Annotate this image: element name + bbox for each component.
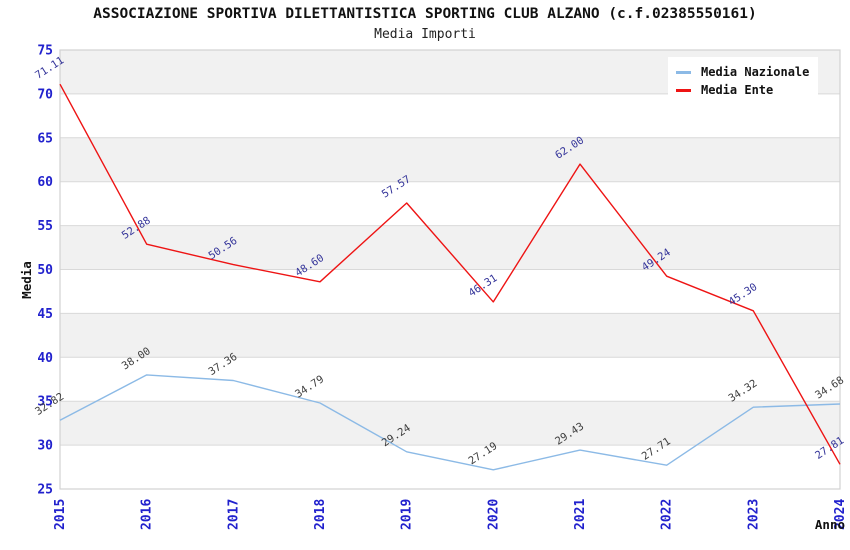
chart-title: ASSOCIAZIONE SPORTIVA DILETTANTISTICA SP… [93,6,757,22]
x-tick-label: 2024 [833,499,848,530]
legend-swatch-media-nazionale [676,70,691,74]
series-line-media-nazionale [59,374,841,471]
chart-subtitle: Media Importi [374,27,476,42]
y-tick-label: 40 [37,351,53,366]
x-tick-label: 2018 [313,499,328,530]
y-tick-label: 35 [37,395,53,410]
data-label-media-ente: 45.30 [726,281,759,308]
y-tick-label: 25 [37,483,53,498]
grid-band [60,137,840,182]
x-tick-label: 2016 [140,499,155,530]
x-tick-label: 2022 [660,499,675,530]
legend-swatch-media-ente [676,88,691,92]
legend: Media Nazionale Media Ente [668,57,818,106]
grid-band [60,401,840,446]
y-tick-label: 75 [37,44,53,59]
y-tick-label: 50 [37,263,53,278]
data-label-media-nazionale: 34.79 [293,373,326,400]
legend-label-media-nazionale: Media Nazionale [701,65,810,79]
x-tick-label: 2020 [486,499,501,530]
y-tick-label: 65 [37,131,53,146]
y-tick-label: 60 [37,175,53,190]
y-tick-label: 30 [37,439,53,454]
data-label-media-nazionale: 34.32 [726,377,759,404]
series-line-media-ente [59,83,841,465]
x-tick-label: 2019 [400,499,415,530]
grid-band [60,225,840,270]
y-tick-label: 55 [37,219,53,234]
data-label-media-nazionale: 34.68 [813,374,846,401]
y-tick-label: 70 [37,87,53,102]
y-axis-title: Media [19,261,34,299]
legend-item-media-nazionale: Media Nazionale [676,64,810,80]
x-tick-label: 2015 [53,499,68,530]
plot-frame [59,49,841,490]
x-tick-label: 2023 [746,499,761,530]
x-tick-label: 2017 [226,499,241,530]
y-tick-label: 45 [37,307,53,322]
grid-band [60,313,840,358]
legend-label-media-ente: Media Ente [701,83,774,97]
x-tick-label: 2021 [573,499,588,530]
legend-item-media-ente: Media Ente [676,82,810,98]
x-axis-title: Anno [815,517,845,532]
